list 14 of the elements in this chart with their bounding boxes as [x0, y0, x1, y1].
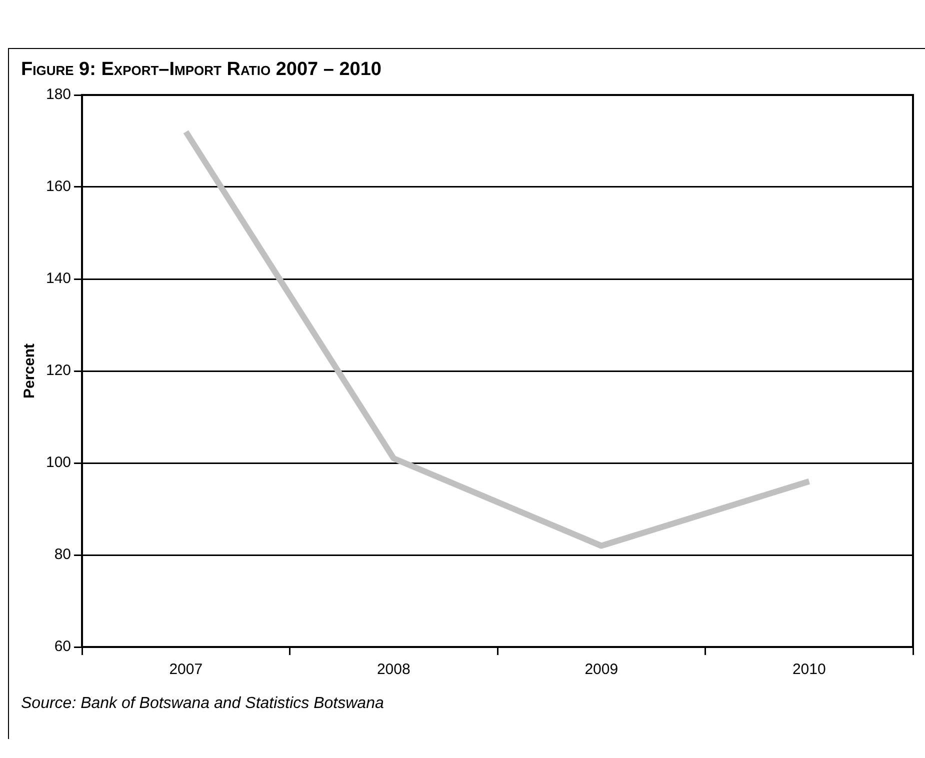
y-tick-label: 80	[54, 546, 72, 564]
y-tick-label: 180	[46, 86, 72, 104]
chart-title: Figure 9: Export–Import Ratio 2007 – 2010	[21, 59, 382, 81]
y-tick-label: 100	[46, 454, 72, 472]
y-tick-label: 160	[46, 178, 72, 196]
y-tick-label: 140	[46, 270, 72, 288]
x-tick-label: 2010	[792, 661, 826, 678]
source-note: Source: Bank of Botswana and Statistics Botswana	[21, 695, 384, 713]
x-tick-label: 2009	[584, 661, 618, 678]
y-axis-title: Percent	[21, 343, 38, 399]
y-tick-label: 120	[46, 362, 72, 380]
x-tick-label: 2008	[376, 661, 410, 678]
y-tick-label: 60	[54, 638, 72, 656]
x-tick-label: 2007	[169, 661, 203, 678]
